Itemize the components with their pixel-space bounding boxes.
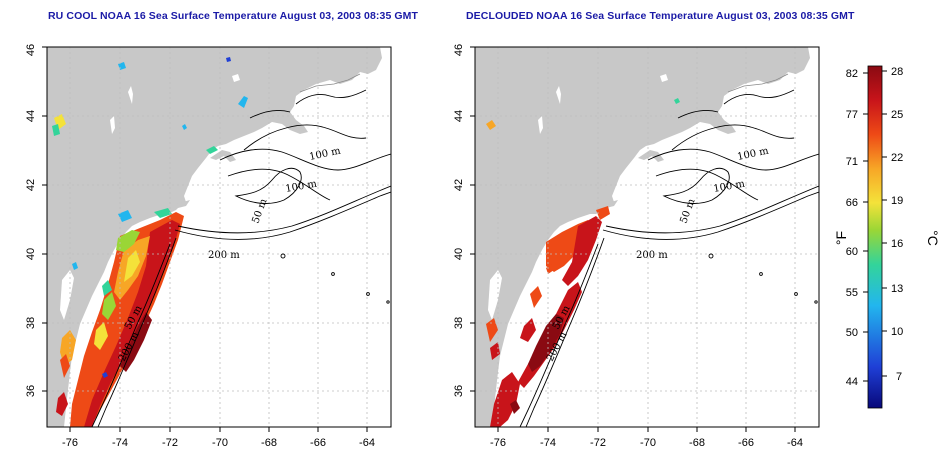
left-map-panel: 100 m 100 m 50 m 200 m 200 m 50 m -76 -7…: [25, 44, 392, 449]
c-tick: 10: [891, 326, 903, 338]
left-lon-tick: -74: [112, 437, 128, 449]
f-tick: 82: [846, 68, 858, 80]
left-lat-tick: 38: [25, 317, 37, 329]
right-map-frame: [474, 46, 820, 428]
f-tick: 60: [846, 246, 858, 258]
colorbar-gradient: [867, 65, 883, 409]
f-tick: 66: [846, 197, 858, 209]
f-tick: 50: [846, 327, 858, 339]
left-map-frame: [46, 46, 392, 428]
right-map-panel: 100 m 100 m 50 m 200 m 200 m 50 m -76 -7…: [453, 44, 820, 449]
left-lat-tick: 42: [25, 179, 37, 191]
left-lat-tick: 36: [25, 385, 37, 397]
left-contour-label-200: 200 m: [208, 250, 240, 261]
left-lon-tick: -66: [310, 437, 326, 449]
left-lat-ticks: 36 38 40 42 44 46: [25, 44, 37, 397]
c-tick: 22: [891, 152, 903, 164]
c-tick: 13: [891, 283, 903, 295]
right-tick-marks: [470, 46, 796, 432]
c-tick: 7: [896, 371, 902, 383]
f-tick: 77: [846, 109, 858, 121]
right-lon-tick: -70: [640, 437, 656, 449]
right-lon-tick: -64: [787, 437, 803, 449]
colorbar-c-ticks: 28 25 22 19 16 13 10 7: [891, 66, 903, 383]
right-lon-tick: -66: [738, 437, 754, 449]
right-lat-tick: 36: [453, 385, 465, 397]
f-tick: 44: [846, 376, 858, 388]
left-map-title: RU COOL NOAA 16 Sea Surface Temperature …: [48, 10, 419, 22]
left-lat-tick: 46: [25, 44, 37, 56]
c-tick: 25: [891, 109, 903, 121]
f-tick: 71: [846, 156, 858, 168]
colorbar-f-ticks: 82 77 71 66 60 55 50 44: [846, 68, 858, 388]
left-sst-field: [52, 57, 248, 427]
left-lon-ticks: -76 -74 -72 -70 -68 -66 -64: [62, 437, 375, 449]
left-lon-tick: -72: [162, 437, 178, 449]
right-lon-tick: -76: [490, 437, 506, 449]
f-tick: 55: [846, 287, 858, 299]
celsius-label: °C: [925, 230, 941, 246]
right-sst-field: [486, 98, 680, 427]
right-lat-tick: 44: [453, 110, 465, 122]
right-lat-ticks: 36 38 40 42 44 46: [453, 44, 465, 397]
right-lon-ticks: -76 -74 -72 -70 -68 -66 -64: [490, 437, 803, 449]
right-lat-tick: 46: [453, 44, 465, 56]
c-tick: 16: [891, 238, 903, 250]
left-lon-tick: -68: [261, 437, 277, 449]
right-map-title: DECLOUDED NOAA 16 Sea Surface Temperatur…: [466, 10, 855, 22]
right-contour-label-200: 200 m: [636, 250, 668, 261]
c-tick: 19: [891, 195, 903, 207]
right-lat-tick: 42: [453, 179, 465, 191]
fahrenheit-label: °F: [833, 231, 849, 245]
right-lon-tick: -72: [590, 437, 606, 449]
left-lon-tick: -64: [359, 437, 375, 449]
left-land: [47, 47, 382, 427]
left-tick-marks: [42, 46, 368, 432]
left-lon-tick: -70: [212, 437, 228, 449]
left-lat-tick: 40: [25, 248, 37, 260]
right-lon-tick: -74: [540, 437, 556, 449]
right-contours: [519, 89, 819, 427]
colorbar: 82 77 71 66 60 55 50 44 28 25 22 19 16 1…: [833, 65, 941, 409]
left-contours: [91, 89, 391, 427]
right-lat-tick: 38: [453, 317, 465, 329]
c-tick: 28: [891, 66, 903, 78]
left-lon-tick: -76: [62, 437, 78, 449]
right-lon-tick: -68: [689, 437, 705, 449]
colorbar-tick-marks: [863, 70, 887, 382]
right-lat-tick: 40: [453, 248, 465, 260]
left-lat-tick: 44: [25, 110, 37, 122]
right-land: [475, 47, 810, 427]
